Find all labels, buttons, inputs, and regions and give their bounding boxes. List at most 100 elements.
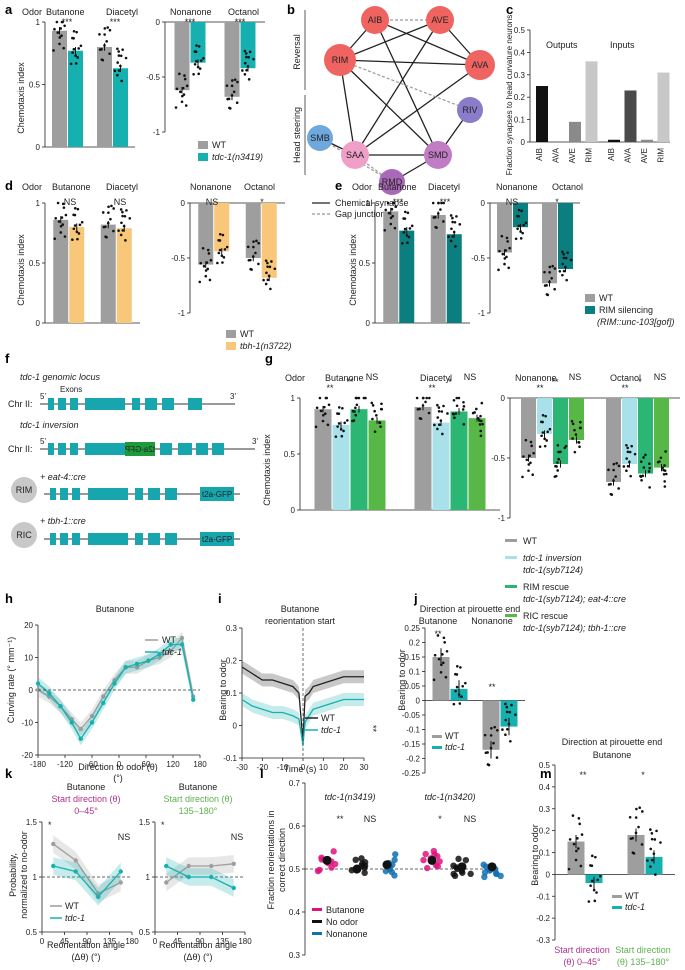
g2-dot [647, 470, 651, 473]
a2-dot [197, 72, 200, 76]
e2-dot [561, 273, 564, 277]
e-dot [440, 201, 443, 205]
f-gfp4-label: t2a-GFP [202, 535, 232, 544]
k1-band [53, 857, 121, 906]
f-gfp3-label: t2a-GFP [202, 490, 232, 499]
e-dot [393, 226, 397, 230]
j-nonanone: Nonanone [471, 616, 513, 626]
a-dot [76, 56, 79, 59]
d2-bar [245, 203, 261, 258]
k1-line [52, 843, 122, 895]
d2-dot [268, 265, 272, 269]
g2-dot [628, 450, 632, 454]
a-ylabel: Chemotaxis index [16, 62, 26, 134]
j-legend-wt-sw [432, 735, 442, 738]
e-dot [408, 227, 412, 230]
g2-dot [571, 422, 575, 426]
k1-xtick-label: 135 [103, 937, 117, 946]
a-dot [116, 73, 119, 77]
k-xlabel1: Reorientation angle [47, 940, 125, 950]
d-dot [121, 229, 125, 232]
g-bar [414, 406, 432, 510]
e2-dot [553, 267, 557, 270]
e2-dot [497, 268, 500, 272]
c-bar [536, 86, 548, 142]
e-dot [383, 229, 387, 232]
a-dot [77, 47, 80, 50]
l-mean [427, 855, 437, 865]
j-ytick-label: 0.25 [404, 624, 420, 633]
a-dot [74, 62, 78, 65]
k1-point [73, 869, 78, 874]
d-sig: * [260, 197, 264, 207]
l-ylabel2: correct direction [277, 828, 287, 892]
a2-dot [174, 106, 178, 109]
g2-dot [617, 464, 621, 468]
m-ytick-label: 0 [546, 870, 551, 879]
g-sig: ** [326, 383, 334, 393]
panel-d-header: Odor Butanone Diacetyl Nonanone Octanol … [16, 182, 292, 351]
e-sig: *** [440, 197, 451, 207]
g-dot [437, 423, 441, 426]
node-smd-label: SMD [428, 150, 449, 160]
g-sig: ** [536, 383, 544, 393]
g-dot [323, 405, 326, 409]
a2-dot [196, 65, 200, 69]
m-ylabel: Bearing to odor [530, 824, 540, 886]
g-dot [427, 411, 431, 415]
j-dot [454, 689, 457, 693]
i-xtick-label: 30 [360, 763, 369, 772]
e-dot [432, 216, 436, 219]
g2-ytick-label: -1 [498, 514, 506, 523]
l-point [331, 860, 339, 868]
m-dot [641, 810, 644, 813]
h-point [58, 704, 63, 709]
m-dot [646, 859, 649, 862]
m-ytick-label: 0.5 [539, 761, 551, 770]
j-dot [443, 641, 447, 644]
a2-dot [247, 78, 251, 81]
i-ytick-label: 0 [233, 722, 238, 731]
d2-dot [264, 282, 268, 286]
e-dot [391, 214, 395, 218]
g-dot [442, 404, 445, 408]
h-point [89, 713, 95, 719]
d-dot [123, 214, 127, 218]
a2-dot [235, 101, 239, 105]
m-sig: * [641, 770, 645, 780]
e-dot [387, 211, 391, 215]
g2-dot [577, 441, 581, 444]
m-ytick-label: 0.3 [539, 805, 551, 814]
g-dot [436, 416, 440, 419]
g-sig: ** [621, 383, 629, 393]
g-dot [480, 401, 484, 405]
k2-xtick-label: 45 [173, 937, 182, 946]
a2-dot [192, 72, 195, 76]
g-legend-rim: RIM rescue [523, 582, 569, 592]
e2-dot [550, 277, 553, 280]
d-ylabel: Chemotaxis index [16, 234, 26, 306]
f-chr2: Chr II: [8, 444, 33, 454]
d-odor: Odor [22, 182, 42, 192]
g-dot [371, 417, 374, 421]
m-dot [568, 838, 572, 841]
c-ytick-label: 0.3 [514, 71, 526, 80]
i-band [242, 693, 364, 752]
g-dot [339, 428, 343, 431]
m-ytick-label: -0.3 [536, 936, 550, 945]
a-ytick-label: 0.5 [29, 81, 41, 90]
h-xunit: (°) [113, 773, 123, 783]
a-butanone: Butanone [46, 7, 85, 17]
d-dot [125, 209, 128, 212]
h-point [47, 691, 52, 696]
g-legend-inv: tdc-1 inversion [523, 553, 582, 563]
a-legend-wt-swatch [198, 141, 208, 149]
a-sig: *** [62, 17, 73, 27]
panel-b-network: Reversal Head steering AIB AVE RIM AVA [292, 6, 495, 219]
a2-dot [181, 86, 185, 90]
e2-dot [543, 284, 547, 287]
e2-dot [522, 223, 525, 227]
d2-dot [265, 271, 268, 275]
e-dot [390, 207, 394, 211]
h-band [38, 638, 194, 746]
